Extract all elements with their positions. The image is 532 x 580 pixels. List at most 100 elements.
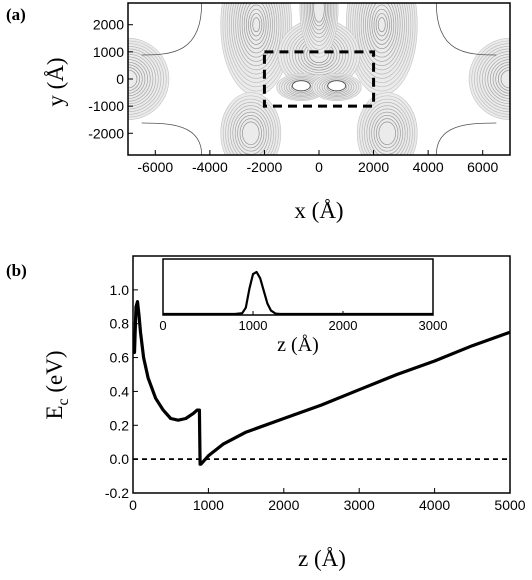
panel-a: (a) -6000 -4000 -2000 0 2000 4000 6000 2000 100…: [6, 2, 511, 223]
y-tick-label: 0.6: [110, 350, 130, 366]
x-tick-label: 2000: [358, 159, 389, 175]
contour-line: [291, 80, 311, 92]
panel-b-y-axis-label: Ec (eV): [42, 350, 72, 419]
panel-b-x-ticks: 0 1000 2000 3000 4000 5000: [129, 488, 526, 513]
contour-line: [350, 3, 414, 88]
x-tick-label: 6000: [467, 159, 498, 175]
contour-line: [226, 3, 286, 83]
panel-a-x-axis-label: x (Å): [294, 198, 343, 223]
contour-line: [361, 98, 413, 155]
inset-x-axis-label: z (Å): [277, 334, 319, 356]
contour-line: [128, 67, 141, 91]
x-tick-label: -2000: [247, 159, 283, 175]
inset-x-tick-label: 2000: [329, 318, 358, 333]
contour-line: [314, 74, 360, 100]
contour-line: [231, 3, 282, 75]
contour-line: [367, 3, 397, 54]
contour-line: [128, 53, 154, 105]
contour-line: [474, 43, 510, 115]
contour-line: [492, 61, 510, 97]
y-tick-label: -0.2: [105, 485, 129, 501]
contour-line: [373, 8, 390, 41]
y-tick-label: 0.0: [110, 451, 130, 467]
contour-line: [242, 121, 260, 146]
contour-line: [311, 3, 327, 27]
panel-a-x-ticks: -6000 -4000 -2000 0 2000 4000 6000: [137, 150, 498, 175]
plot-frame: [132, 255, 511, 494]
contour-line: [356, 3, 407, 75]
contour-line: [316, 75, 357, 99]
contour-line: [304, 3, 334, 46]
contour-line: [241, 3, 271, 54]
y-tick-label: 0: [116, 71, 124, 87]
x-tick-label: -6000: [137, 159, 173, 175]
x-tick-label: 5000: [494, 497, 525, 513]
inset-series-curve: [163, 270, 433, 316]
contour-line: [233, 3, 280, 71]
x-tick-label: 0: [129, 497, 137, 513]
contour-line: [371, 4, 393, 45]
inset-x-tick-label: 0: [159, 318, 166, 333]
series-energy-curve: [133, 300, 510, 466]
x-tick-label: 0: [315, 159, 323, 175]
y-tick-label: 0.4: [110, 383, 130, 399]
contour-line: [230, 105, 272, 155]
contour-line: [377, 17, 386, 33]
contour-line: [237, 3, 276, 62]
panel-b-label: (b): [6, 261, 27, 280]
panel-b-x-axis-label: z (Å): [298, 546, 346, 571]
contour-line: [319, 77, 355, 97]
contour-line: [487, 56, 510, 102]
contour-line: [313, 3, 325, 23]
contour-line: [245, 4, 267, 45]
contour-line: [307, 3, 331, 39]
x-tick-label: 4000: [413, 159, 444, 175]
contour-line: [128, 59, 148, 99]
panel-b: (b) 0 1000 2000 3000 4000 5000 1.0 0.8 0.6 0.4 0.…: [6, 255, 526, 571]
y-tick-label: 2000: [93, 17, 124, 33]
contour-line: [301, 3, 337, 54]
contour-line: [358, 3, 405, 71]
contour-line: [435, 122, 497, 155]
x-tick-label: 2000: [268, 497, 299, 513]
contour-line: [365, 3, 399, 58]
x-tick-label: 4000: [419, 497, 450, 513]
y-tick-label: -1000: [88, 98, 124, 114]
contour-line: [250, 13, 263, 37]
contour-line: [235, 3, 278, 66]
contour-field: [128, 3, 510, 155]
contour-line: [128, 61, 146, 97]
contour-line: [228, 3, 284, 79]
y-tick-label: -2000: [88, 125, 124, 141]
y-tick-label: 0.2: [110, 417, 130, 433]
contour-line: [368, 108, 406, 155]
contour-line: [227, 102, 274, 155]
contour-line: [128, 37, 170, 121]
contour-line: [222, 3, 290, 92]
x-tick-label: -4000: [192, 159, 228, 175]
y-tick-label: 1000: [93, 44, 124, 60]
contour-line: [497, 67, 510, 91]
contour-line: [128, 69, 138, 89]
x-tick-label: 1000: [193, 497, 224, 513]
contour-line: [362, 3, 401, 62]
contour-line: [239, 118, 262, 149]
contour-line: [348, 3, 416, 92]
contour-line: [435, 3, 497, 56]
inset-x-tick-label: 3000: [419, 318, 448, 333]
contour-line: [352, 3, 412, 83]
contour-line: [252, 17, 261, 33]
contour-line: [366, 105, 408, 155]
contour-line: [376, 118, 399, 149]
contour-line: [378, 121, 396, 146]
contour-line: [141, 3, 203, 56]
panel-b-y-ticks: 1.0 0.8 0.6 0.4 0.2 0.0 -0.2: [105, 282, 138, 501]
contour-line: [479, 48, 510, 110]
contour-line: [222, 95, 279, 155]
inset: 0 1000 2000 3000 z (Å): [159, 258, 448, 356]
contour-line: [375, 13, 388, 37]
contour-line: [302, 3, 336, 50]
panel-a-y-axis-label: y (Å): [43, 57, 68, 106]
panel-a-label: (a): [6, 5, 26, 24]
